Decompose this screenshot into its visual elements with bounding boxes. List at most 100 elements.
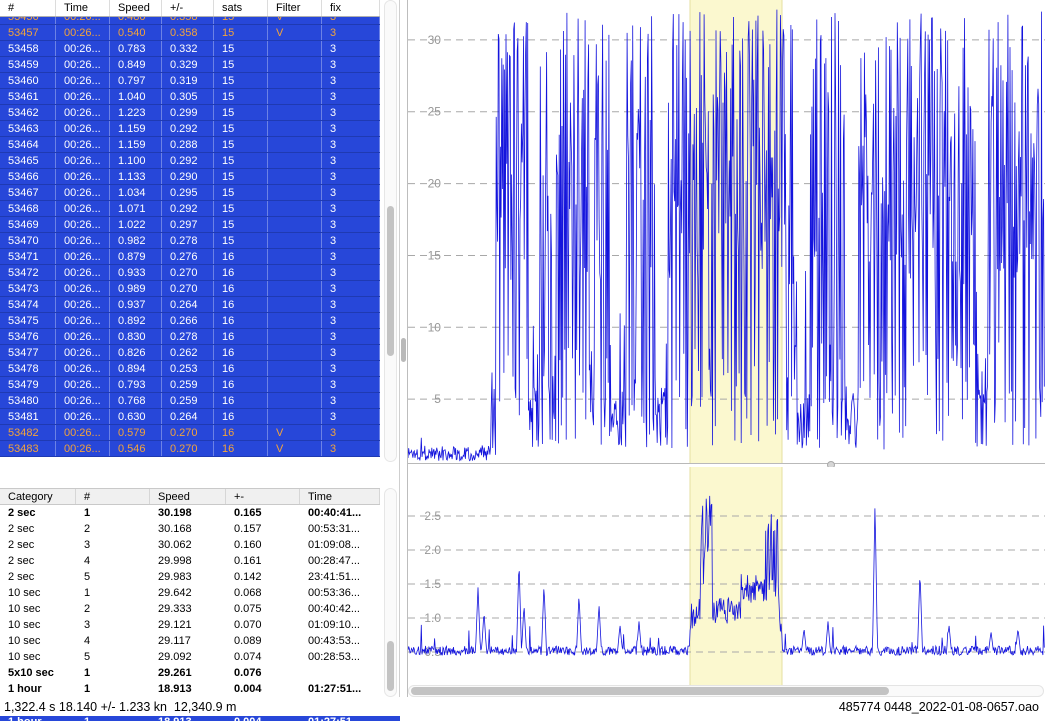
pane-splitter[interactable] <box>399 0 408 697</box>
cell-speed: 1.133 <box>110 169 162 184</box>
chart-scrollbar-thumb[interactable] <box>411 687 889 695</box>
chart-scrollbar-horizontal[interactable] <box>408 685 1044 697</box>
cell-filter <box>268 185 322 200</box>
trackpoint-table-scrollbar[interactable] <box>384 0 397 462</box>
trackpoint-row[interactable]: 53473 00:26... 0.989 0.270 16 3 <box>0 281 380 297</box>
result-row[interactable]: 10 sec 2 29.333 0.075 00:40:42... <box>0 601 380 617</box>
y-axis-tick-label: 25 <box>428 105 442 119</box>
trackpoint-row[interactable]: 53459 00:26... 0.849 0.329 15 3 <box>0 57 380 73</box>
trackpoint-row[interactable]: 53480 00:26... 0.768 0.259 16 3 <box>0 393 380 409</box>
cell-speed: 29.983 <box>158 571 192 583</box>
cell-time: 00:26... <box>56 25 110 40</box>
trackpoint-table: # Time Speed +/- sats Filter fix 53456 00… <box>0 0 398 462</box>
column-header-sats[interactable]: sats <box>214 0 268 16</box>
trackpoint-row[interactable]: 53464 00:26... 1.159 0.288 15 3 <box>0 137 380 153</box>
trackpoint-row[interactable]: 53472 00:26... 0.933 0.270 16 3 <box>0 265 380 281</box>
cell-pm: 0.319 <box>162 73 214 88</box>
cell-speed: 30.198 <box>158 507 192 519</box>
y-axis-tick-label: 2.5 <box>424 509 441 523</box>
trackpoint-row[interactable]: 53474 00:26... 0.937 0.264 16 3 <box>0 297 380 313</box>
column-header-filter[interactable]: Filter <box>268 0 322 16</box>
cell-speed: 0.768 <box>110 393 162 408</box>
column-header-category[interactable]: Category <box>0 489 76 504</box>
trackpoint-row[interactable]: 53467 00:26... 1.034 0.295 15 3 <box>0 185 380 201</box>
trackpoint-row[interactable]: 53479 00:26... 0.793 0.259 16 3 <box>0 377 380 393</box>
cell-fix: 3 <box>322 121 380 136</box>
trackpoint-row[interactable]: 53463 00:26... 1.159 0.292 15 3 <box>0 121 380 137</box>
cell-filter <box>268 233 322 248</box>
column-header-time[interactable]: Time <box>56 0 110 16</box>
column-header-plusminus[interactable]: +/- <box>162 0 214 16</box>
trackpoint-row[interactable]: 53462 00:26... 1.223 0.299 15 3 <box>0 105 380 121</box>
trackpoint-row[interactable]: 53475 00:26... 0.892 0.266 16 3 <box>0 313 380 329</box>
cell-pm: 0.264 <box>162 409 214 424</box>
clipped-selected-row[interactable]: 1 hour 1 18.913 0.004 01:27:51... <box>0 716 400 721</box>
cell-fix: 3 <box>322 409 380 424</box>
cell-speed: 18.913 <box>158 683 192 695</box>
trackpoint-scrollbar-thumb[interactable] <box>387 206 394 356</box>
cell-filter <box>268 105 322 120</box>
column-header-error[interactable]: +- <box>226 489 300 504</box>
trackpoint-row[interactable]: 53477 00:26... 0.826 0.262 16 3 <box>0 345 380 361</box>
result-row[interactable]: 2 sec 3 30.062 0.160 01:09:08... <box>0 537 380 553</box>
trackpoint-row[interactable]: 53461 00:26... 1.040 0.305 15 3 <box>0 89 380 105</box>
cell-filter <box>268 169 322 184</box>
column-header-speed[interactable]: Speed <box>150 489 226 504</box>
cell-sats: 16 <box>214 377 268 392</box>
cell-id: 53460 <box>0 73 56 88</box>
trackpoint-row[interactable]: 53469 00:26... 1.022 0.297 15 3 <box>0 217 380 233</box>
cell-filter <box>268 41 322 56</box>
result-row[interactable]: 2 sec 4 29.998 0.161 00:28:47... <box>0 553 380 569</box>
trackpoint-row[interactable]: 53465 00:26... 1.100 0.292 15 3 <box>0 153 380 169</box>
result-row[interactable]: 2 sec 2 30.168 0.157 00:53:31... <box>0 521 380 537</box>
cell-pm: 0.270 <box>162 425 214 440</box>
result-row[interactable]: 10 sec 1 29.642 0.068 00:53:36... <box>0 585 380 601</box>
cell-time: 23:41:51... <box>308 571 360 583</box>
trackpoint-row[interactable]: 53478 00:26... 0.894 0.253 16 3 <box>0 361 380 377</box>
y-axis-tick-label: 20 <box>428 177 442 191</box>
pane-splitter-handle[interactable] <box>401 338 406 362</box>
result-row[interactable]: 10 sec 5 29.092 0.074 00:28:53... <box>0 649 380 665</box>
cell-id: 53482 <box>0 425 56 440</box>
cell-fix: 3 <box>322 281 380 296</box>
trackpoint-row[interactable]: 53468 00:26... 1.071 0.292 15 3 <box>0 201 380 217</box>
cell-sats: 15 <box>214 25 268 40</box>
cell-pm: 0.157 <box>234 523 262 535</box>
result-row[interactable]: 2 sec 1 30.198 0.165 00:40:41... <box>0 505 380 521</box>
column-header-fix[interactable]: fix <box>322 0 380 16</box>
cell-pm: 0.259 <box>162 393 214 408</box>
trackpoint-row[interactable]: 53457 00:26... 0.540 0.358 15 V 3 <box>0 25 380 41</box>
speed-chart[interactable]: 30 25 20 15 10 5 <box>408 0 1045 464</box>
trackpoint-row[interactable]: 53482 00:26... 0.579 0.270 16 V 3 <box>0 425 380 441</box>
cell-speed: 0.933 <box>110 265 162 280</box>
result-row[interactable]: 10 sec 4 29.117 0.089 00:43:53... <box>0 633 380 649</box>
cell-cat: 5x10 sec <box>8 667 54 679</box>
column-header-index[interactable]: # <box>0 0 56 16</box>
column-header-time[interactable]: Time <box>300 489 380 504</box>
cell-id: 53461 <box>0 89 56 104</box>
cell-sats: 15 <box>214 201 268 216</box>
trackpoint-row[interactable]: 53470 00:26... 0.982 0.278 15 3 <box>0 233 380 249</box>
result-row[interactable]: 1 hour 1 18.913 0.004 01:27:51... <box>0 681 380 697</box>
trackpoint-row[interactable]: 53483 00:26... 0.546 0.270 16 V 3 <box>0 441 380 457</box>
results-table-scrollbar[interactable] <box>384 488 397 697</box>
cell-time: 00:26... <box>56 329 110 344</box>
column-header-rank[interactable]: # <box>76 489 150 504</box>
column-header-speed[interactable]: Speed <box>110 0 162 16</box>
error-chart[interactable]: 2.52.01.51.00.5 <box>408 467 1045 685</box>
trackpoint-row[interactable]: 53466 00:26... 1.133 0.290 15 3 <box>0 169 380 185</box>
trackpoint-row[interactable]: 53458 00:26... 0.783 0.332 15 3 <box>0 41 380 57</box>
results-scrollbar-thumb[interactable] <box>387 641 394 691</box>
result-row[interactable]: 5x10 sec 1 29.261 0.076 <box>0 665 380 681</box>
cell-filter <box>268 153 322 168</box>
cell-id: 53483 <box>0 441 56 456</box>
trackpoint-row[interactable]: 53476 00:26... 0.830 0.278 16 3 <box>0 329 380 345</box>
trackpoint-row[interactable]: 53481 00:26... 0.630 0.264 16 3 <box>0 409 380 425</box>
result-row[interactable]: 10 sec 3 29.121 0.070 01:09:10... <box>0 617 380 633</box>
trackpoint-row[interactable]: 53471 00:26... 0.879 0.276 16 3 <box>0 249 380 265</box>
cell-pm: 0.076 <box>234 667 262 679</box>
cell-n: 1 <box>84 507 91 519</box>
trackpoint-row[interactable]: 53460 00:26... 0.797 0.319 15 3 <box>0 73 380 89</box>
result-row[interactable]: 2 sec 5 29.983 0.142 23:41:51... <box>0 569 380 585</box>
cell-time: 01:09:08... <box>308 539 360 551</box>
